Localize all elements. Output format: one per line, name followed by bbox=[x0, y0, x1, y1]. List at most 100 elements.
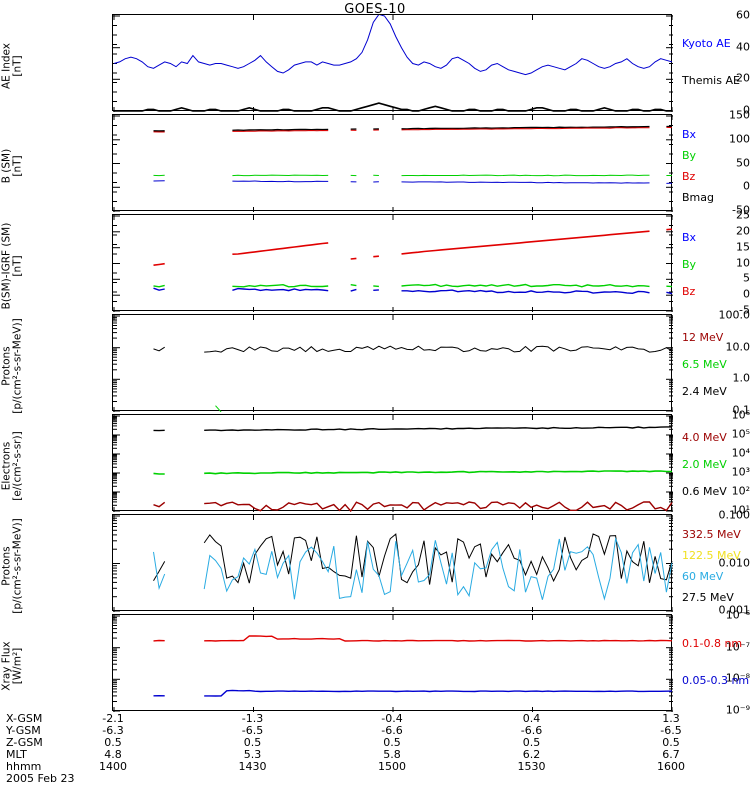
axis-value: 0.5 bbox=[522, 736, 541, 749]
legend-item-kyoto-ae: Kyoto AE bbox=[682, 36, 731, 50]
axis-value: 0.5 bbox=[243, 736, 262, 749]
y-tick-label: 10⁴ bbox=[731, 446, 750, 460]
y-tick-label: 5 bbox=[743, 271, 750, 285]
axis-value: -0.4 bbox=[381, 712, 403, 725]
y-tick-label: -50 bbox=[732, 203, 750, 217]
plot-panel-6 bbox=[112, 614, 673, 712]
date-stamp: 2005 Feb 23 bbox=[6, 772, 75, 785]
legend-item-60-mev: 60 MeV bbox=[682, 569, 724, 583]
y-tick-label: 50 bbox=[736, 156, 750, 169]
legend-item-bx: Bx bbox=[682, 230, 697, 244]
axis-row-label-mlt: MLT bbox=[6, 748, 27, 761]
y-tick-label: 25 bbox=[736, 208, 750, 222]
axis-value: -6.6 bbox=[520, 724, 543, 737]
y-tick-label: 0.100 bbox=[718, 508, 750, 522]
y-tick-label: 1.0 bbox=[732, 371, 750, 385]
y-tick-label: 20 bbox=[736, 71, 750, 85]
plot-panel-3 bbox=[112, 314, 673, 412]
axis-value: 1500 bbox=[378, 760, 406, 773]
y-tick-label: 10⁻⁷ bbox=[725, 640, 750, 654]
axis-value: 6.2 bbox=[522, 748, 541, 761]
axis-value: -1.3 bbox=[241, 712, 264, 725]
y-axis-title-0: AE Index [nT] bbox=[0, 42, 23, 89]
axis-row-label-z-gsm: Z-GSM bbox=[6, 736, 43, 749]
axis-value: 0.5 bbox=[662, 736, 680, 749]
y-tick-label: -5 bbox=[739, 303, 750, 317]
legend-item-4-0-mev: 4.0 MeV bbox=[682, 430, 727, 444]
axis-value: 4.8 bbox=[104, 748, 122, 761]
plot-panel-0 bbox=[112, 14, 673, 112]
legend-item-themis-ae: Themis AE bbox=[682, 73, 740, 87]
legend-item-2-4-mev: 2.4 MeV bbox=[682, 384, 727, 398]
axis-value: -6.5 bbox=[241, 724, 264, 737]
axis-value: -6.3 bbox=[102, 724, 124, 737]
legend-item-by: By bbox=[682, 257, 697, 271]
legend-item-bmag: Bmag bbox=[682, 190, 714, 204]
y-tick-label: 10¹ bbox=[731, 503, 750, 517]
y-tick-label: 0 bbox=[743, 103, 750, 117]
y-tick-label: 150 bbox=[729, 108, 750, 122]
legend-item-by: By bbox=[682, 148, 697, 162]
y-tick-label: 20 bbox=[736, 224, 750, 238]
legend-item-27-5-mev: 27.5 MeV bbox=[682, 590, 734, 604]
axis-value: 0.5 bbox=[104, 736, 122, 749]
axis-row-label-hhmm: hhmm bbox=[6, 760, 42, 773]
legend-item-bx: Bx bbox=[682, 127, 697, 141]
y-tick-label: 10³ bbox=[731, 465, 750, 479]
y-tick-label: 10.0 bbox=[725, 340, 750, 354]
page-title: GOES-10 bbox=[344, 2, 406, 17]
y-axis-title-4: Electrons [e/(cm²-s-sr)] bbox=[0, 430, 23, 501]
plot-panel-2 bbox=[112, 214, 673, 312]
axis-value: 6.7 bbox=[662, 748, 680, 761]
y-tick-label: 10⁻⁹ bbox=[725, 703, 750, 717]
plot-panel-4 bbox=[112, 414, 673, 512]
y-tick-label: 10² bbox=[731, 484, 750, 498]
axis-row-label-y-gsm: Y-GSM bbox=[6, 724, 41, 737]
axis-value: 1.3 bbox=[662, 712, 680, 725]
legend-item-0-05-0-3-nm: 0.05-0.3 nm bbox=[682, 673, 750, 687]
axis-value: 0.4 bbox=[522, 712, 541, 725]
y-axis-title-5: Protons [p/(cm²-s-sr-MeV)] bbox=[0, 517, 23, 614]
legend-item-6-5-mev: 6.5 MeV bbox=[682, 357, 727, 371]
axis-value: 5.3 bbox=[243, 748, 262, 761]
axis-value: 1530 bbox=[517, 760, 546, 773]
axis-row-label-x-gsm: X-GSM bbox=[6, 712, 43, 725]
y-tick-label: 10⁻⁸ bbox=[725, 671, 750, 685]
y-tick-label: 0.010 bbox=[718, 556, 750, 569]
y-axis-title-2: B(SM)-IGRF (SM) [nT] bbox=[0, 222, 23, 309]
axis-value: -6.6 bbox=[381, 724, 403, 737]
axis-value: 1400 bbox=[99, 760, 127, 773]
legend-item-2-0-mev: 2.0 MeV bbox=[682, 457, 727, 471]
y-tick-label: 0 bbox=[743, 287, 750, 301]
y-tick-label: 10⁵ bbox=[731, 427, 750, 441]
legend-item-bz: Bz bbox=[682, 284, 696, 298]
legend-item-0-6-mev: 0.6 MeV bbox=[682, 484, 727, 498]
y-tick-label: 10⁻⁶ bbox=[725, 608, 750, 622]
legend-item-bz: Bz bbox=[682, 169, 696, 183]
y-tick-label: 40 bbox=[736, 40, 750, 54]
axis-value: -2.1 bbox=[102, 712, 124, 725]
legend-item-0-1-0-8-nm: 0.1-0.8 nm bbox=[682, 636, 743, 650]
legend-item-122-5-mev: 122.5 MeV bbox=[682, 548, 741, 562]
axis-value: -6.5 bbox=[660, 724, 682, 737]
y-tick-label: 60 bbox=[736, 8, 750, 22]
y-tick-label: 0.1 bbox=[732, 403, 750, 417]
axis-value: 5.8 bbox=[383, 748, 401, 761]
y-axis-title-6: Xray Flux [W/m²] bbox=[0, 640, 23, 691]
y-tick-label: 100 bbox=[729, 132, 750, 146]
axis-value: 1600 bbox=[657, 760, 685, 773]
legend-item-12-mev: 12 MeV bbox=[682, 330, 724, 344]
axis-value: 0.5 bbox=[383, 736, 401, 749]
axis-value: 1430 bbox=[238, 760, 267, 773]
y-tick-label: 10⁶ bbox=[731, 408, 750, 422]
plot-panel-1 bbox=[112, 114, 673, 212]
y-tick-label: 15 bbox=[736, 240, 750, 254]
y-tick-label: 0.001 bbox=[718, 603, 750, 617]
y-tick-label: 0 bbox=[743, 179, 750, 193]
y-tick-label: 100.0 bbox=[718, 308, 750, 322]
plot-panel-5 bbox=[112, 514, 673, 612]
y-axis-title-3: Protons [p/(cm²-s-sr-MeV)] bbox=[0, 317, 23, 414]
y-tick-label: 10 bbox=[736, 256, 750, 269]
y-axis-title-1: B (SM) [nT] bbox=[0, 148, 23, 183]
